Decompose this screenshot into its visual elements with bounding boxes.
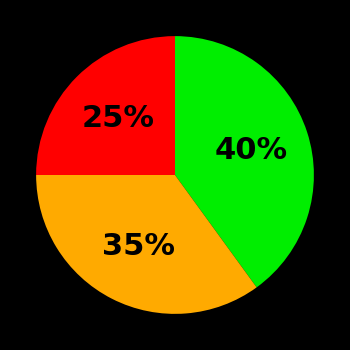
Wedge shape xyxy=(36,36,175,175)
Text: 25%: 25% xyxy=(82,104,155,133)
Wedge shape xyxy=(175,36,314,287)
Wedge shape xyxy=(36,175,257,314)
Text: 40%: 40% xyxy=(215,135,288,164)
Text: 35%: 35% xyxy=(102,232,175,261)
